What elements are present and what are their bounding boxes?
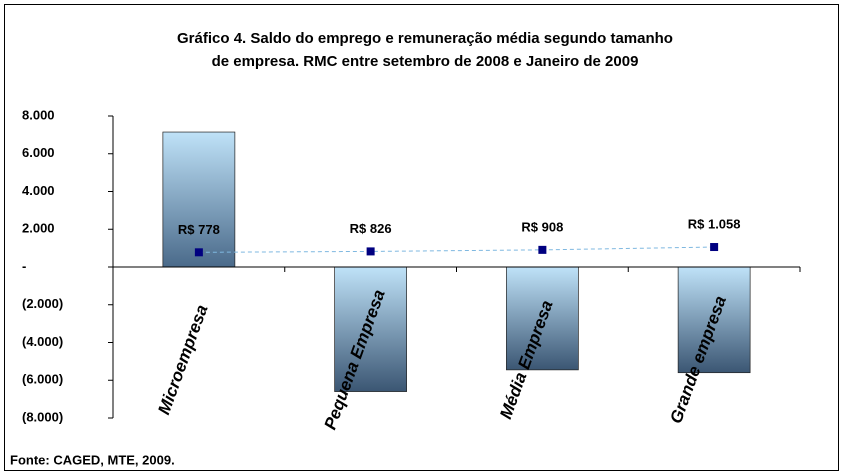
point [538, 245, 547, 254]
y-tick-label: 8.000 [22, 107, 55, 122]
bar [162, 131, 236, 268]
value-label: R$ 826 [350, 221, 392, 236]
y-tick-label: 4.000 [22, 183, 55, 198]
point [710, 243, 719, 252]
chart-subtitle: de empresa. RMC entre setembro de 2008 e… [212, 53, 639, 70]
point [194, 248, 203, 257]
frame [4, 4, 839, 471]
line [198, 246, 715, 253]
y-tick-label: (2.000) [22, 296, 63, 311]
point [366, 247, 375, 256]
y-tick-label: 2.000 [22, 221, 55, 236]
source-note: Fonte: CAGED, MTE, 2009. [10, 452, 175, 467]
chart-title: Gráfico 4. Saldo do emprego e remuneraçã… [177, 30, 673, 47]
y-tick-label: (6.000) [22, 372, 63, 387]
y-tick-label: (8.000) [22, 409, 63, 424]
bar [677, 266, 751, 374]
value-label: R$ 1.058 [688, 216, 741, 231]
y-tick-label: - [22, 258, 26, 273]
y-tick-label: 6.000 [22, 145, 55, 160]
value-label: R$ 908 [521, 219, 563, 234]
value-label: R$ 778 [178, 222, 220, 237]
bar [506, 266, 579, 371]
y-tick-label: (4.000) [22, 334, 63, 349]
